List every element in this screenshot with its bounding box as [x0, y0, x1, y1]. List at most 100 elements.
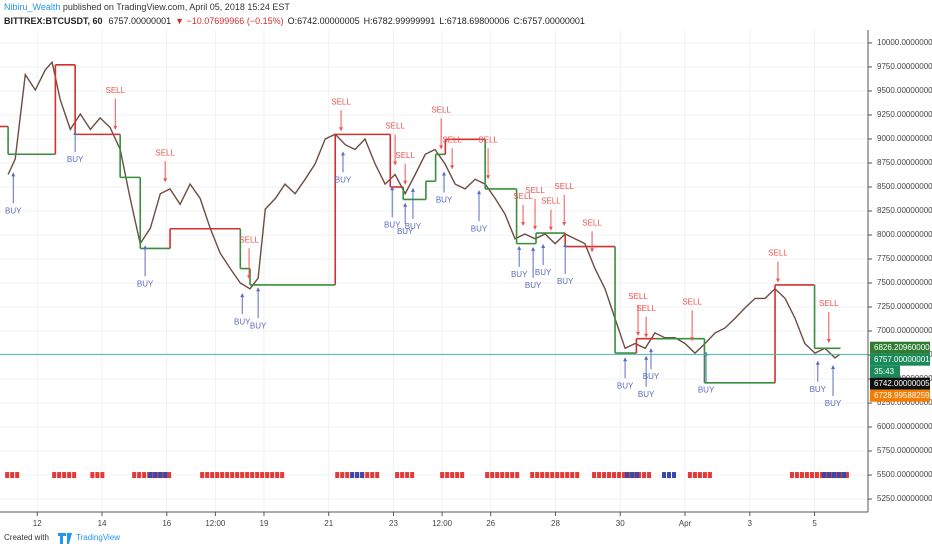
signal-arrowhead [143, 245, 148, 250]
indicator-cell [445, 472, 450, 479]
change: ▼ −10.07699966 (−0.15%) [175, 16, 284, 26]
indicator-cell [280, 472, 285, 479]
indicator-cell [832, 472, 837, 479]
symbol-line: BITTREX:BTCUSDT, 60 6757.00000001 ▼ −10.07… [4, 16, 585, 26]
price-label: 6826.20960000 [874, 343, 930, 352]
x-tick-label: 12:00 [432, 519, 453, 528]
x-tick-label: 14 [98, 519, 107, 528]
signal-arrowhead [533, 225, 538, 230]
signal-arrowhead [623, 357, 628, 362]
signal-label: BUY [617, 381, 634, 390]
indicator-cell [819, 472, 824, 479]
x-tick-label: 23 [389, 519, 398, 528]
indicator-cell [410, 472, 415, 479]
indicator-cell [132, 472, 137, 479]
indicator-run [789, 472, 849, 479]
signal-arrowhead [563, 243, 568, 248]
footer-brand[interactable]: TradingView [76, 533, 120, 542]
indicator-cell [460, 472, 465, 479]
indicator-run [687, 472, 712, 479]
signal-label: SELL [819, 299, 839, 308]
y-tick-label: 5500.00000000 [877, 470, 932, 479]
indicator-cell [200, 472, 205, 479]
price-label: 6742.00000005 [874, 379, 930, 388]
indicator-cell [260, 472, 265, 479]
indicator-cell [642, 472, 647, 479]
indicator-cell [225, 472, 230, 479]
indicator-cell [575, 472, 580, 479]
indicator-cell [505, 472, 510, 479]
indicator-cell [395, 472, 400, 479]
indicator-cell [687, 472, 692, 479]
y-tick-label: 7500.00000000 [877, 278, 932, 287]
indicator-cell [405, 472, 410, 479]
indicator-cell [255, 472, 260, 479]
indicator-cell [834, 472, 839, 479]
signal-arrowhead [450, 165, 455, 170]
header-line: Nibiru_Wealth published on TradingView.c… [4, 2, 290, 12]
signal-arrowhead [163, 178, 168, 183]
indicator-cell [220, 472, 225, 479]
indicator-cell [235, 472, 240, 479]
signal-label: SELL [628, 292, 648, 301]
y-tick-label: 6250.00000000 [877, 398, 932, 407]
signal-label: BUY [5, 206, 22, 215]
signal-arrowhead [240, 293, 245, 298]
signal-arrowhead [815, 360, 820, 365]
logo[interactable] [58, 533, 72, 544]
indicator-cell [707, 472, 712, 479]
y-tick-label: 5250.00000000 [877, 494, 932, 503]
signal-label: BUY [511, 270, 528, 279]
indicator-cell [550, 472, 555, 479]
indicator-cell [839, 472, 844, 479]
x-tick-label: Apr [679, 519, 692, 528]
x-tick-label: 5 [812, 519, 817, 528]
indicator-cell [672, 472, 677, 479]
y-tick-label: 9750.00000000 [877, 62, 932, 71]
indicator-cell [265, 472, 270, 479]
indicator-run [90, 472, 105, 479]
indicator-cell [612, 472, 617, 479]
signal-arrowhead [831, 365, 836, 370]
indicator-cell [365, 472, 370, 479]
signal-label: BUY [810, 385, 827, 394]
indicator-cell [565, 472, 570, 479]
signal-label: SELL [106, 86, 126, 95]
footer-text: Created with [4, 533, 49, 542]
indicator-run [822, 472, 847, 479]
indicator-cell [822, 472, 827, 479]
indicator-cell [215, 472, 220, 479]
indicator-cell [5, 472, 10, 479]
signal-label: BUY [137, 279, 154, 288]
signal-label: SELL [582, 218, 602, 227]
plot-area: BUYBUYSELLBUYSELLBUYSELLBUYSELLBUYBUYSEL… [0, 30, 868, 512]
signal-label: BUY [698, 386, 715, 395]
indicator-cell [495, 472, 500, 479]
indicator-cell [555, 472, 560, 479]
indicator-cell [210, 472, 215, 479]
x-tick-label: 26 [486, 519, 495, 528]
signal-label: BUY [397, 227, 414, 236]
x-tick-label: 30 [616, 519, 625, 528]
high: H:6782.99999991 [364, 16, 436, 26]
signal-arrowhead [403, 202, 408, 207]
indicator-cell [510, 472, 515, 479]
indicator-cell [829, 472, 834, 479]
signal-arrowhead [531, 246, 536, 251]
signal-label: SELL [395, 151, 415, 160]
indicator-run [485, 472, 520, 479]
indicator-cell [72, 472, 77, 479]
indicator-run [200, 472, 285, 479]
y-tick-label: 6000.00000000 [877, 422, 932, 431]
signal-label: SELL [331, 97, 351, 106]
indicator-cell [607, 472, 612, 479]
indicator-cell [789, 472, 794, 479]
signal-label: BUY [405, 222, 422, 231]
indicator-cell [335, 472, 340, 479]
indicator-cell [163, 472, 168, 479]
indicator-cell [667, 472, 672, 479]
countdown-box [870, 365, 900, 378]
indicator-cell [340, 472, 345, 479]
indicator-run [52, 472, 77, 479]
